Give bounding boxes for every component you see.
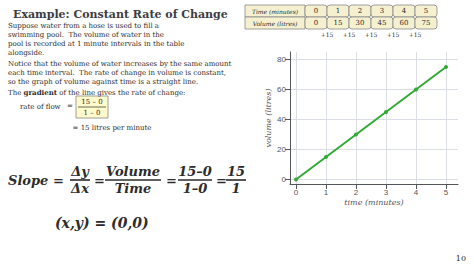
svg-text:=: = [94,173,105,188]
svg-text:each time interval. The rate: each time interval. The rate of change i… [8,69,226,77]
svg-text:1: 1 [324,188,329,197]
svg-text:15–0: 15–0 [178,164,212,179]
svg-text:pool is recorded at 1 minute i: pool is recorded at 1 minute intervals i… [8,40,184,48]
svg-text:(x,y) = (0,0): (x,y) = (0,0) [55,215,149,231]
svg-text:Suppose water from a hose is u: Suppose water from a hose is used to fil… [8,22,159,30]
svg-text:4: 4 [414,188,419,197]
svg-text:+15: +15 [409,31,422,38]
svg-text:0: 0 [314,7,318,15]
svg-text:gradient: gradient [24,88,58,97]
svg-text:Δy: Δy [70,164,90,179]
svg-text:Slope =: Slope = [8,173,64,188]
svg-text:5: 5 [444,188,449,197]
svg-text:4: 4 [402,7,407,15]
svg-text:2: 2 [358,7,362,15]
svg-text:0: 0 [294,188,299,197]
svg-text:Time (minutes): Time (minutes) [252,8,299,15]
svg-text:+15: +15 [365,31,378,38]
svg-text:so the graph of volume against: so the graph of volume against time is a… [8,78,198,86]
svg-text:1: 1 [336,7,340,15]
svg-text:swimming pool. The volume of: swimming pool. The volume of water in th… [8,31,164,39]
svg-text:time (minutes): time (minutes) [344,198,403,207]
svg-text:0: 0 [314,19,318,27]
svg-text:Time: Time [115,181,152,196]
svg-text:80: 80 [277,55,286,64]
svg-text:20: 20 [277,145,286,154]
svg-text:60: 60 [277,85,286,94]
svg-text:60: 60 [400,19,409,27]
svg-text:5: 5 [424,7,428,15]
svg-text:45: 45 [378,19,387,27]
svg-text:The: The [8,89,24,97]
svg-text:+15: +15 [321,31,334,38]
svg-text:=: = [166,173,177,188]
svg-text:Δx: Δx [70,181,89,196]
svg-text:75: 75 [422,19,431,27]
svg-text:1–0: 1–0 [183,181,208,196]
svg-text:+15: +15 [387,31,400,38]
svg-text:2: 2 [354,188,359,197]
svg-text:1: 1 [231,181,240,196]
svg-text:15: 15 [334,19,343,27]
svg-text:+15: +15 [343,31,356,38]
svg-text:alongside.: alongside. [8,49,44,57]
svg-text:0: 0 [282,175,287,184]
svg-text:10: 10 [456,254,466,263]
svg-text:volume (litres): volume (litres) [264,88,273,147]
svg-text:15: 15 [227,164,245,179]
svg-text:30: 30 [356,19,365,27]
svg-text:rate of flow: rate of flow [20,103,61,111]
svg-text:15 – 0: 15 – 0 [81,98,102,106]
svg-text:40: 40 [277,115,286,124]
svg-text:3: 3 [384,188,389,197]
svg-text:=: = [216,173,227,188]
svg-text:1 – 0: 1 – 0 [84,109,101,117]
svg-text:of the line gives the rate of: of the line gives the rate of change: [57,89,185,97]
svg-text:=: = [67,102,73,110]
svg-text:Volume: Volume [106,164,160,179]
svg-text:3: 3 [380,7,384,15]
svg-text:Notice that the volume of wate: Notice that the volume of water increase… [8,60,232,68]
svg-text:= 15 litres per minute: = 15 litres per minute [73,124,152,132]
svg-text:Example: Constant Rate of Chan: Example: Constant Rate of Change [13,8,228,21]
svg-text:Volume (litres): Volume (litres) [253,20,298,27]
